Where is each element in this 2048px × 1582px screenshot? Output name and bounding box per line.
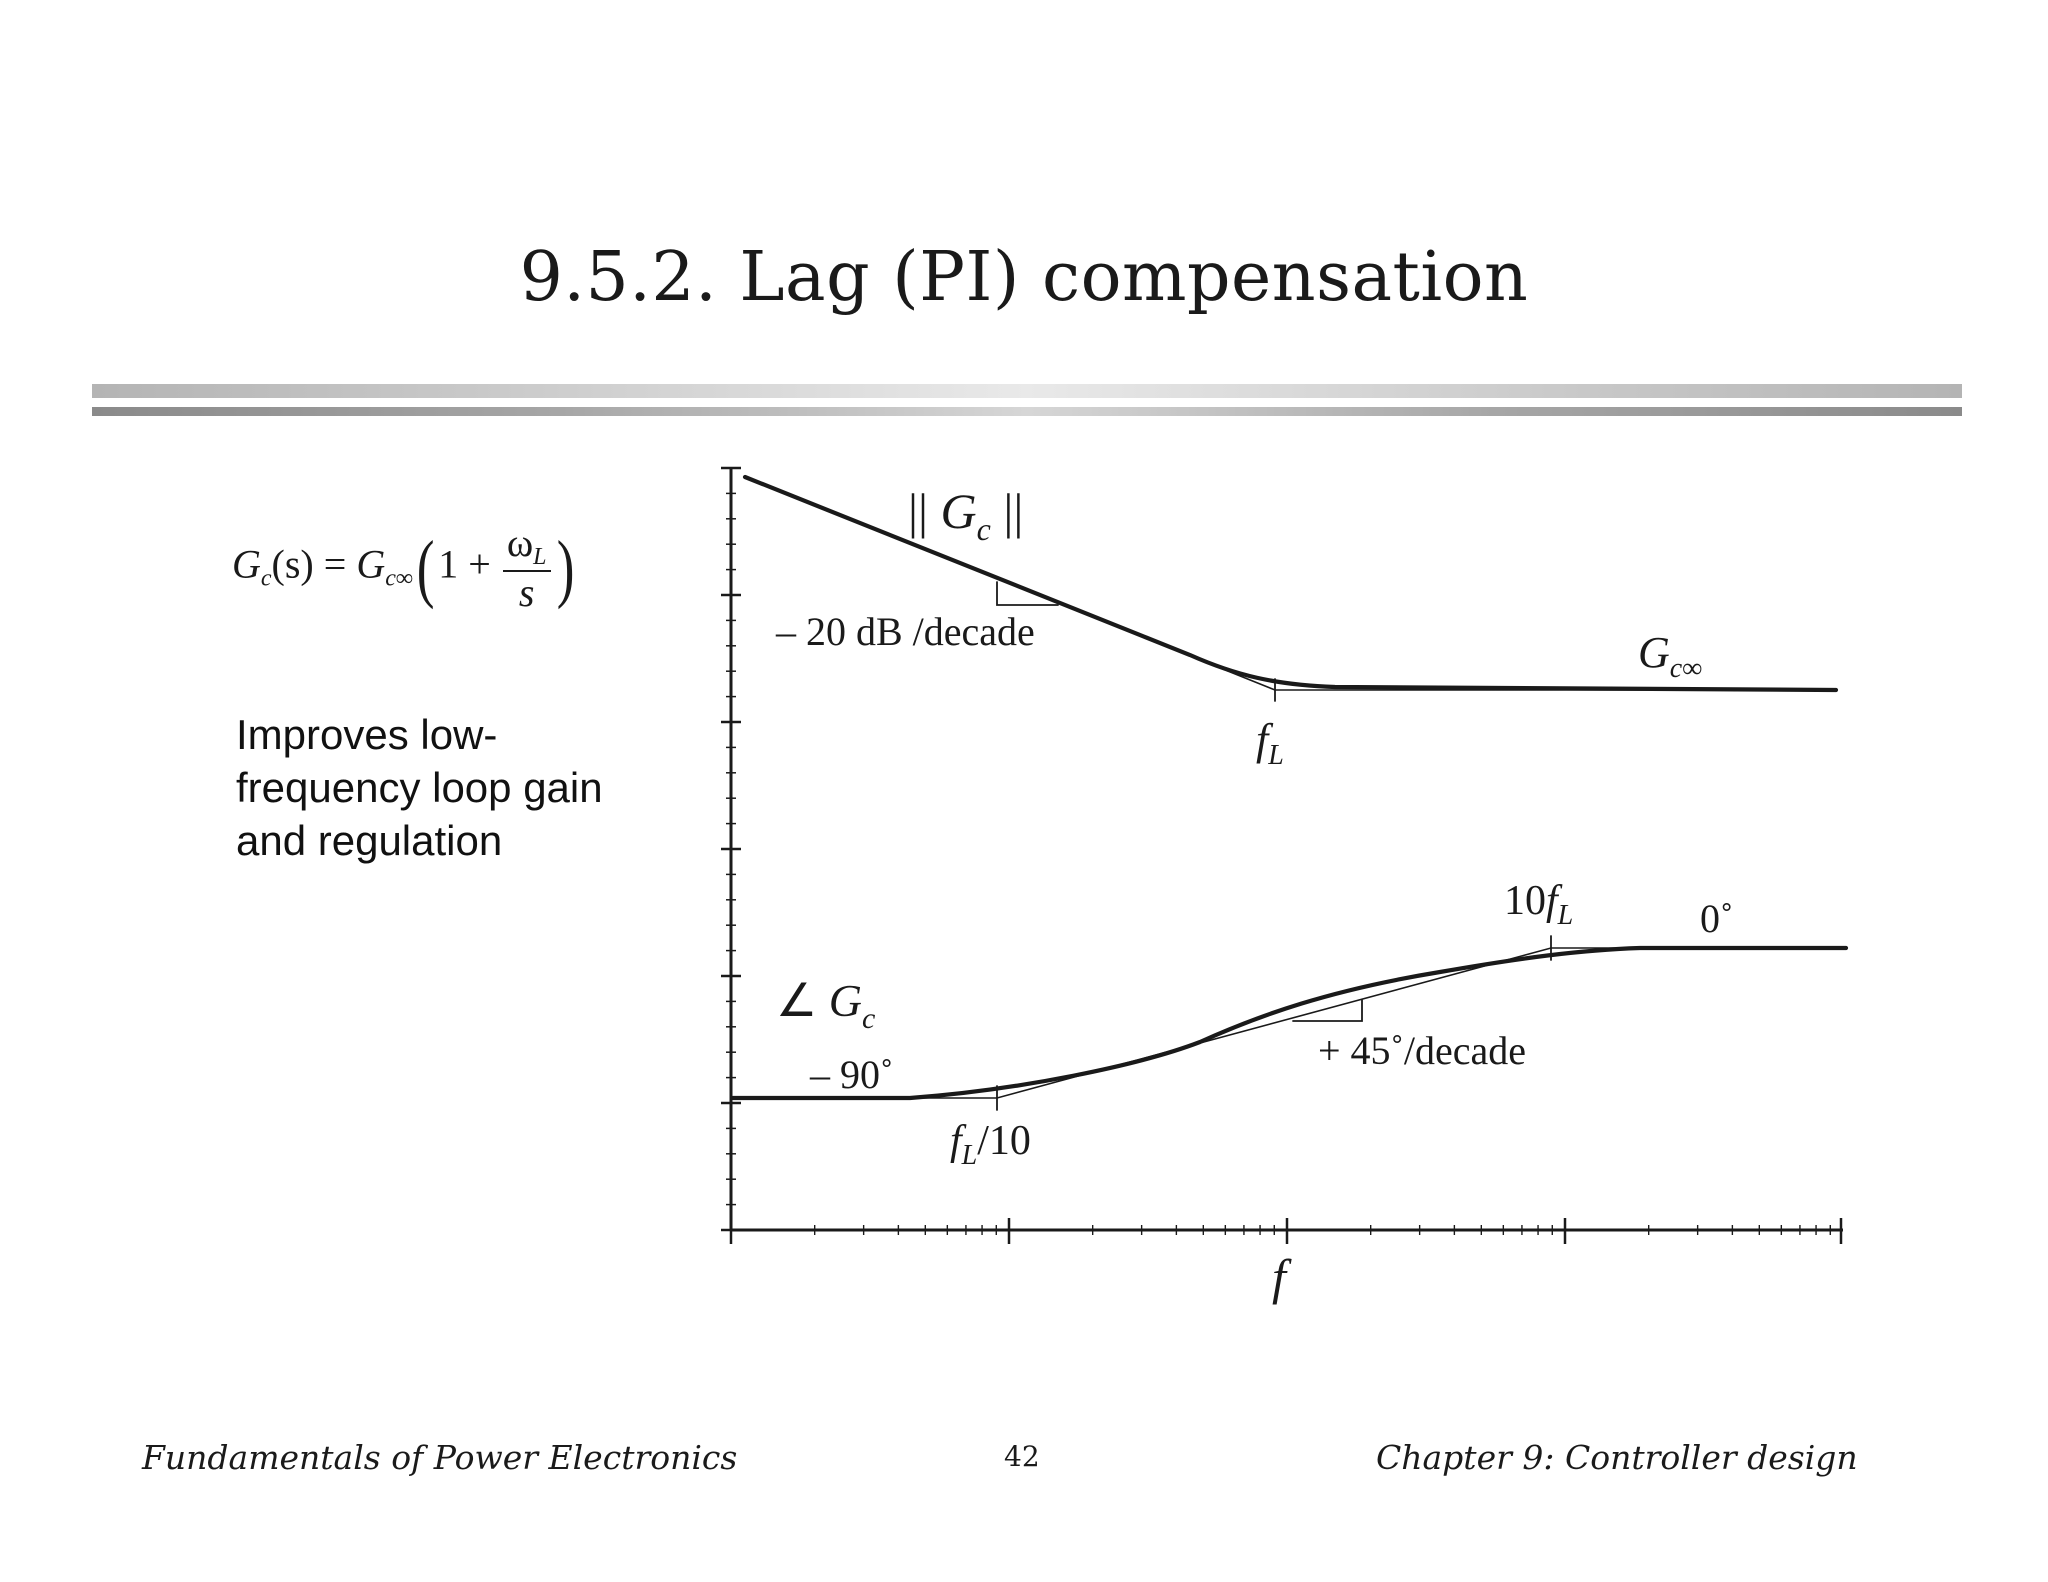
- formula-fraction: ωL s: [502, 520, 551, 616]
- phase-label-sub: c: [862, 1002, 875, 1035]
- phase-asymptote: [732, 947, 1847, 1099]
- formula-numerator: ωL: [502, 520, 551, 573]
- formula-rhs: G: [356, 541, 386, 587]
- magnitude-label-close: ||: [991, 483, 1024, 539]
- phase-high-label: 0˚: [1700, 896, 1733, 941]
- y-minor-ticks: [726, 492, 736, 1206]
- magnitude-label: || Gc ||: [908, 483, 1023, 547]
- formula-paren-close: ): [556, 526, 575, 611]
- formula-omega-sub: L: [533, 544, 547, 570]
- corner-label-sub: L: [1267, 740, 1284, 771]
- formula-paren-open: (: [416, 526, 435, 611]
- transfer-function-formula: Gc(s) = Gc∞(1 + ωL s): [232, 522, 578, 614]
- high-corner-pre: 10: [1504, 878, 1546, 924]
- phase-label-angle: ∠: [776, 975, 829, 1026]
- phase-curve: [730, 945, 1849, 1101]
- formula-lhs-sub: c: [260, 565, 272, 592]
- note-line-2: frequency loop gain: [236, 764, 603, 811]
- phase-slope-triangle: [1292, 999, 1363, 1022]
- magnitude-label-sub: c: [977, 511, 991, 547]
- footer-page-number: 42: [1004, 1440, 1040, 1473]
- phase-low-label: – 90˚: [809, 1052, 893, 1097]
- asymptote-label-g: G: [1638, 628, 1670, 677]
- slide-title: 9.5.2. Lag (PI) compensation: [519, 238, 1529, 317]
- note-line-1: Improves low-: [236, 711, 498, 758]
- phase-low-corner-label: fL/10: [950, 1118, 1031, 1171]
- x-axis-label: f: [1272, 1249, 1292, 1305]
- footer-chapter: Chapter 9: Controller design: [1376, 1438, 1858, 1477]
- improvement-note: Improves low- frequency loop gain and re…: [236, 708, 656, 867]
- title-rule-bottom: [92, 407, 1962, 416]
- magnitude-label-open: ||: [908, 483, 941, 539]
- footer-book-title: Fundamentals of Power Electronics: [142, 1438, 738, 1477]
- magnitude-asymptote-label: Gc∞: [1638, 628, 1702, 684]
- phase-plot: [730, 935, 1849, 1111]
- note-line-3: and regulation: [236, 817, 503, 864]
- formula-one-plus: 1 +: [438, 541, 501, 587]
- low-corner-sub: L: [961, 1140, 978, 1171]
- formula-lhs: G: [232, 541, 261, 587]
- magnitude-corner-label: fL: [1256, 715, 1284, 771]
- formula-lhs-arg: (s) =: [271, 541, 357, 587]
- phase-slope-label: + 45˚/decade: [1318, 1028, 1526, 1073]
- phase-label: ∠ Gc: [776, 975, 875, 1035]
- asymptote-label-sub: c∞: [1670, 653, 1702, 684]
- high-corner-sub: L: [1557, 900, 1574, 931]
- phase-high-corner-label: 10fL: [1504, 878, 1573, 931]
- phase-label-g: G: [829, 975, 862, 1026]
- x-ticks: [729, 1218, 1843, 1244]
- magnitude-slope-label: – 20 dB /decade: [775, 609, 1035, 654]
- formula-denominator: s: [518, 570, 535, 616]
- magnitude-label-g: G: [941, 483, 977, 539]
- formula-omega: ω: [506, 520, 534, 565]
- magnitude-slope-triangle: [996, 581, 1059, 606]
- low-corner-tail: /10: [977, 1118, 1031, 1164]
- plot-axes: [721, 466, 1843, 1244]
- formula-rhs-sub: c∞: [385, 565, 413, 592]
- title-rule-top: [92, 384, 1962, 398]
- magnitude-curve: [742, 474, 1839, 693]
- magnitude-plot: [742, 474, 1839, 702]
